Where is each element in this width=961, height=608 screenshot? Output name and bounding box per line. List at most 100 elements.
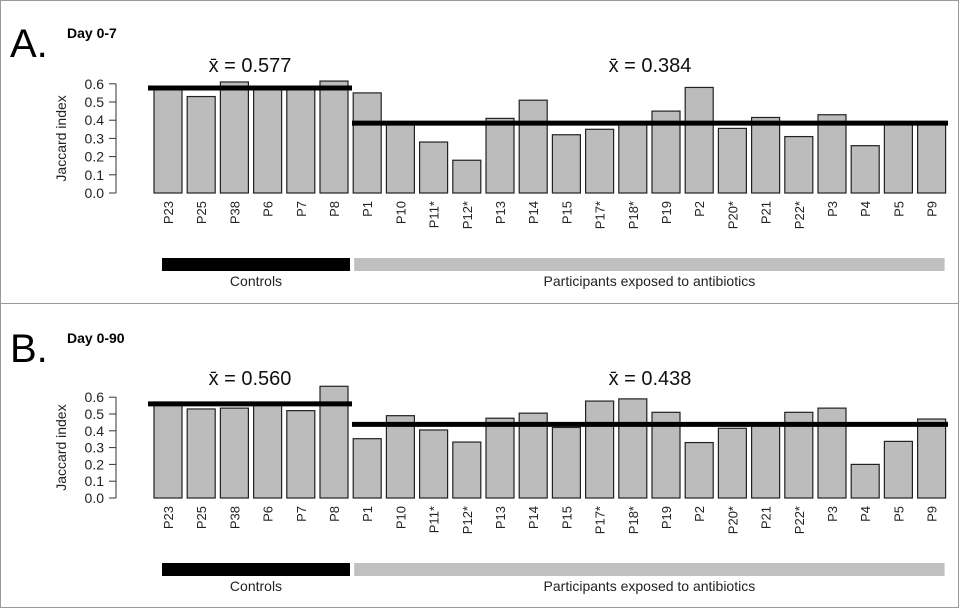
x-tick-label: P17* xyxy=(593,201,608,229)
x-tick-label: P13 xyxy=(493,201,508,224)
bar xyxy=(584,128,615,194)
bar xyxy=(219,81,249,194)
x-tick-label: P23 xyxy=(161,506,176,529)
y-tick-label: 0.6 xyxy=(85,76,105,92)
bar xyxy=(452,159,482,194)
bar xyxy=(817,407,847,499)
y-tick-label: 0.1 xyxy=(85,167,105,183)
x-tick-label: P1 xyxy=(360,201,375,217)
bar xyxy=(817,114,847,194)
bar xyxy=(186,408,216,499)
y-tick-label: 0.5 xyxy=(85,94,105,110)
x-tick-label: P8 xyxy=(327,201,342,217)
bar xyxy=(253,403,283,499)
y-tick-label: 0.1 xyxy=(85,473,105,489)
x-tick-label: P12* xyxy=(460,201,475,229)
x-tick-label: P1 xyxy=(360,506,375,522)
x-tick-label: P5 xyxy=(891,506,906,522)
bar xyxy=(551,134,582,194)
bar xyxy=(452,441,482,499)
y-tick-label: 0.5 xyxy=(85,406,105,422)
x-tick-label: P18* xyxy=(626,201,641,229)
bar xyxy=(518,99,548,194)
bar xyxy=(286,410,316,499)
x-tick-label: P23 xyxy=(161,201,176,224)
x-tick-label: P38 xyxy=(227,506,242,529)
group-bar xyxy=(162,563,350,576)
group-label: Controls xyxy=(230,578,282,594)
y-tick-label: 0.4 xyxy=(85,112,105,128)
bar xyxy=(419,141,449,194)
x-tick-label: P11* xyxy=(427,201,442,228)
bar xyxy=(153,86,183,194)
x-tick-label: P22* xyxy=(792,201,807,229)
bar xyxy=(286,86,316,194)
bar xyxy=(618,398,648,499)
x-tick-label: P6 xyxy=(261,506,276,522)
bar xyxy=(883,440,914,499)
bar xyxy=(253,86,283,194)
y-tick-label: 0.6 xyxy=(85,389,105,405)
group-bar xyxy=(354,258,945,271)
bar xyxy=(352,92,382,194)
bar xyxy=(850,463,880,499)
bar xyxy=(419,429,449,499)
x-tick-label: P5 xyxy=(891,201,906,217)
x-tick-label: P7 xyxy=(294,506,309,522)
group-label: Controls xyxy=(230,273,282,289)
x-tick-label: P11* xyxy=(427,506,442,533)
bar xyxy=(518,412,548,499)
y-tick-label: 0.0 xyxy=(85,185,105,201)
mean-label: x̄ = 0.438 xyxy=(609,368,692,390)
group-bar xyxy=(354,563,945,576)
panel-letter: A. xyxy=(10,22,48,66)
bar xyxy=(717,127,748,194)
bar xyxy=(352,438,382,499)
bar xyxy=(850,145,880,194)
panel-title: Day 0-7 xyxy=(67,25,117,41)
x-tick-label: P7 xyxy=(294,201,309,217)
x-tick-label: P38 xyxy=(227,201,242,224)
y-tick-label: 0.4 xyxy=(85,423,105,439)
y-tick-label: 0.3 xyxy=(85,130,105,146)
x-tick-label: P14 xyxy=(526,506,541,529)
group-label: Participants exposed to antibiotics xyxy=(544,578,756,594)
bar xyxy=(385,123,415,194)
bar xyxy=(750,423,781,499)
mean-label: x̄ = 0.560 xyxy=(209,368,292,390)
bar xyxy=(551,426,582,499)
x-tick-label: P3 xyxy=(825,506,840,522)
y-tick-label: 0.3 xyxy=(85,440,105,456)
x-tick-label: P10 xyxy=(393,201,408,224)
bar xyxy=(485,117,515,194)
bar xyxy=(618,123,648,194)
x-tick-label: P2 xyxy=(692,201,707,217)
x-tick-label: P21 xyxy=(759,201,774,224)
x-tick-label: P4 xyxy=(858,506,873,522)
bar xyxy=(784,135,814,194)
x-tick-label: P3 xyxy=(825,201,840,217)
x-tick-label: P8 xyxy=(327,506,342,522)
y-axis-label: Jaccard index xyxy=(53,95,69,181)
x-tick-label: P25 xyxy=(194,506,209,529)
bar xyxy=(153,403,183,499)
group-label: Participants exposed to antibiotics xyxy=(544,273,756,289)
bar xyxy=(385,415,415,499)
bar xyxy=(684,441,714,499)
x-tick-label: P6 xyxy=(261,201,276,217)
bar xyxy=(485,417,515,499)
mean-label: x̄ = 0.577 xyxy=(209,55,292,77)
x-tick-label: P13 xyxy=(493,506,508,529)
x-tick-label: P10 xyxy=(393,506,408,529)
x-tick-label: P12* xyxy=(460,506,475,534)
bar xyxy=(883,123,914,194)
y-axis-label: Jaccard index xyxy=(53,404,69,490)
x-tick-label: P2 xyxy=(692,506,707,522)
x-tick-label: P19 xyxy=(659,506,674,529)
y-tick-label: 0.0 xyxy=(85,490,105,506)
bar xyxy=(916,418,947,499)
x-tick-label: P19 xyxy=(659,201,674,224)
panel-title: Day 0-90 xyxy=(67,330,125,346)
